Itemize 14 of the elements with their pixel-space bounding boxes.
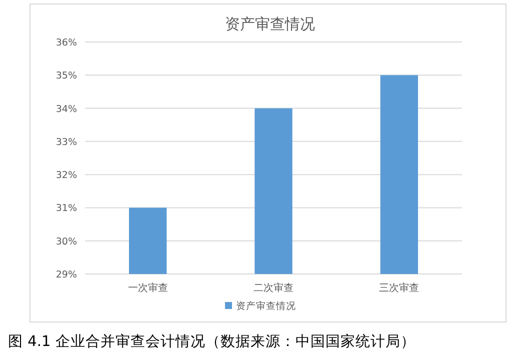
y-tick-label: 29% <box>56 270 77 280</box>
chart-title: 资产审查情况 <box>225 15 315 33</box>
x-tick-label: 一次审查 <box>128 282 168 294</box>
y-tick-label: 31% <box>56 203 77 214</box>
y-tick-label: 36% <box>56 38 77 48</box>
x-tick-label: 二次审查 <box>254 282 294 294</box>
y-tick-label: 34% <box>56 104 77 115</box>
y-tick-label: 33% <box>56 136 77 148</box>
y-tick-label: 35% <box>56 70 77 82</box>
caption: 图 4.1 企业合并审查会计情况（数据来源：中国国家统计局） <box>8 333 416 350</box>
y-tick-label: 30% <box>56 236 77 248</box>
legend-label: 资产审查情况 <box>236 300 296 312</box>
x-tick-label: 三次审查 <box>379 282 420 294</box>
y-tick-label: 32% <box>56 170 77 182</box>
